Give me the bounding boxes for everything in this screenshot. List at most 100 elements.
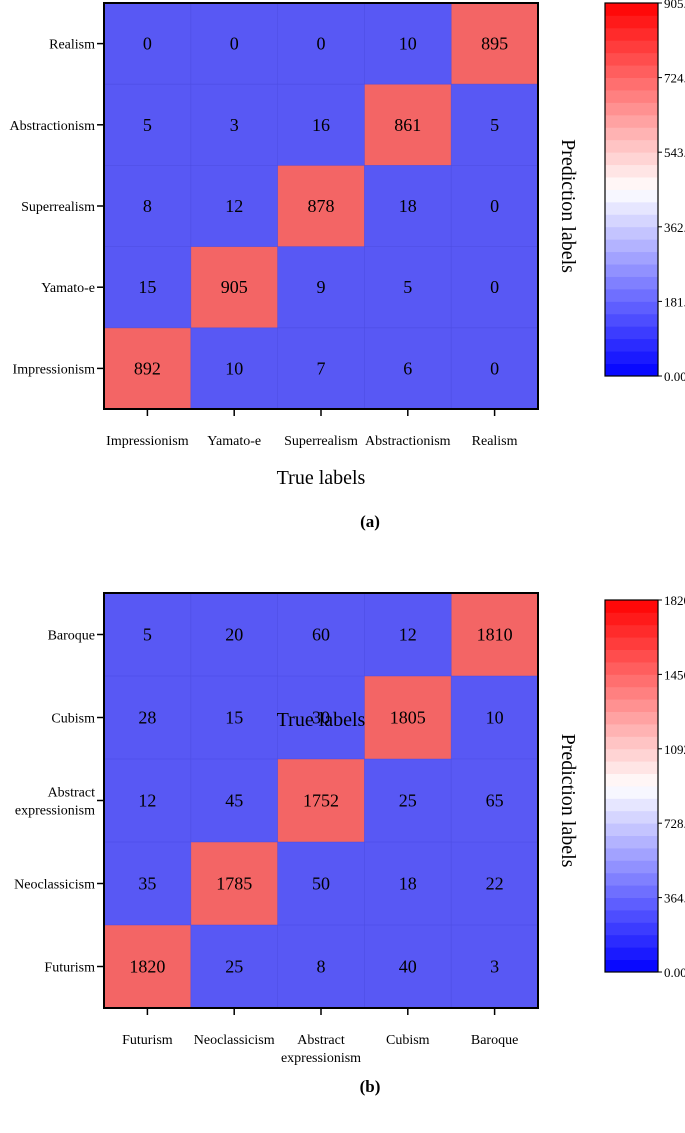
colorbar-segment xyxy=(605,201,658,215)
colorbar-segment xyxy=(605,239,658,253)
heatmap-cell xyxy=(277,676,365,760)
colorbar-segment xyxy=(605,600,658,613)
colorbar-segment xyxy=(605,649,658,663)
heatmap-cell xyxy=(104,842,192,926)
cell-value: 25 xyxy=(225,957,243,977)
heatmap-cell xyxy=(190,842,279,926)
cell-value: 0 xyxy=(230,34,239,54)
colorbar-segment xyxy=(605,860,658,874)
heatmap-cell xyxy=(364,165,452,248)
cell-value: 50 xyxy=(312,874,330,894)
cell-value: 0 xyxy=(490,277,499,297)
heatmap-cell xyxy=(364,925,452,1009)
colorbar-segment xyxy=(605,885,658,898)
heatmap-cell xyxy=(190,593,279,677)
heatmap-panel-a: 0 0 0 10 895 5 3 16 861 5 8 12 878 18 0 15 905 9 5 0 892 10 7 6… xyxy=(9,0,685,531)
heatmap-cell xyxy=(451,165,539,248)
heatmap-cell xyxy=(104,327,192,410)
heatmap-cell xyxy=(451,84,539,166)
cell-value: 35 xyxy=(138,874,156,894)
cell-value: 861 xyxy=(394,115,421,135)
y-tick-label: Superrealism xyxy=(21,200,95,215)
cell-value: 1785 xyxy=(216,874,252,894)
heatmap-cell xyxy=(451,759,539,843)
cell-value: 5 xyxy=(403,277,412,297)
cell-value: 65 xyxy=(486,791,504,811)
heatmap-cell xyxy=(364,676,452,760)
heatmap-cell xyxy=(190,676,279,760)
colorbar: 0.000 181.0 362.0 543.0 724.0 905.0 xyxy=(604,0,685,384)
heatmap-panel-b: 5 20 60 12 1810 28 15 30 1805 10 12 45 1752 25 65 35 178… xyxy=(14,592,685,1096)
cell-value: 30 xyxy=(312,708,330,728)
colorbar-tick-label: 1092 xyxy=(664,742,685,757)
x-tick-label: Yamato-e xyxy=(207,434,261,449)
colorbar-tick-label: 0.000 xyxy=(664,369,685,384)
cell-value: 10 xyxy=(486,708,504,728)
cell-value: 1805 xyxy=(390,708,426,728)
panel-label: (a) xyxy=(360,512,380,531)
heatmap-cell xyxy=(104,3,192,85)
cell-value: 7 xyxy=(317,358,326,378)
colorbar-segment xyxy=(605,90,658,103)
heatmap-cell xyxy=(190,165,279,248)
heatmap-cell xyxy=(104,593,192,677)
heatmap-cell xyxy=(364,3,452,85)
colorbar-segment xyxy=(605,65,658,78)
heatmap-cell xyxy=(451,246,539,329)
colorbar-tick-label: 364.0 xyxy=(664,891,685,906)
x-tick-label: Futurism xyxy=(122,1033,173,1048)
cell-value: 15 xyxy=(225,708,243,728)
x-tick-label: Cubism xyxy=(386,1033,430,1048)
heatmap-cell xyxy=(364,246,452,329)
y-axis-title: Prediction labels xyxy=(557,139,579,273)
heatmap-cell xyxy=(277,84,365,166)
heatmap-cell xyxy=(277,165,365,248)
heatmap-cell xyxy=(364,593,452,677)
colorbar-segment xyxy=(605,947,658,960)
heatmap-cell xyxy=(451,676,539,760)
heatmap-cell xyxy=(277,3,365,85)
colorbar-segment xyxy=(605,164,658,178)
heatmap-cell xyxy=(190,925,279,1009)
heatmap-cell xyxy=(190,759,279,843)
y-axis-title: Prediction labels xyxy=(557,734,579,868)
y-tick-label: Baroque xyxy=(48,629,95,644)
cell-value: 905 xyxy=(221,277,248,297)
colorbar-segment xyxy=(605,139,658,153)
colorbar-tick-label: 728.0 xyxy=(664,816,685,831)
colorbar-segment xyxy=(605,15,658,29)
cell-value: 5 xyxy=(143,625,152,645)
cell-value: 1752 xyxy=(303,791,339,811)
colorbar-tick-label: 905.0 xyxy=(664,0,685,11)
x-tick-label: Neoclassicism xyxy=(194,1033,275,1048)
colorbar-segment xyxy=(605,699,658,712)
colorbar-segment xyxy=(605,177,658,190)
x-axis-title: True labels xyxy=(277,467,366,489)
colorbar-frame xyxy=(604,2,659,377)
colorbar-segment xyxy=(605,251,658,265)
heatmap-cell xyxy=(451,842,539,926)
cell-value: 9 xyxy=(317,277,326,297)
colorbar-segment xyxy=(605,922,658,936)
cell-value: 22 xyxy=(486,874,504,894)
heatmap-cell xyxy=(364,842,452,926)
heatmap-cell xyxy=(364,84,452,166)
x-tick-label: Realism xyxy=(472,434,518,449)
y-tick-label: Abstractionism xyxy=(9,119,95,134)
colorbar-tick-label: 181.0 xyxy=(664,294,685,309)
colorbar-segment xyxy=(605,897,658,911)
colorbar-segment xyxy=(605,152,658,166)
cell-value: 18 xyxy=(399,196,417,216)
y-tick-label: Yamato-e xyxy=(41,281,95,296)
heatmap-cell xyxy=(277,759,365,843)
colorbar-segment xyxy=(605,214,658,228)
colorbar-segment xyxy=(605,40,658,54)
colorbar-segment xyxy=(605,226,658,240)
colorbar-segment xyxy=(605,313,658,327)
y-tick-label: Realism xyxy=(49,38,95,53)
colorbar: 0.000 364.0 728.0 1092 1456 1820 xyxy=(604,593,685,980)
colorbar-segment xyxy=(605,612,658,626)
cell-value: 0 xyxy=(490,196,499,216)
cell-value: 5 xyxy=(490,115,499,135)
colorbar-segment xyxy=(605,773,658,787)
